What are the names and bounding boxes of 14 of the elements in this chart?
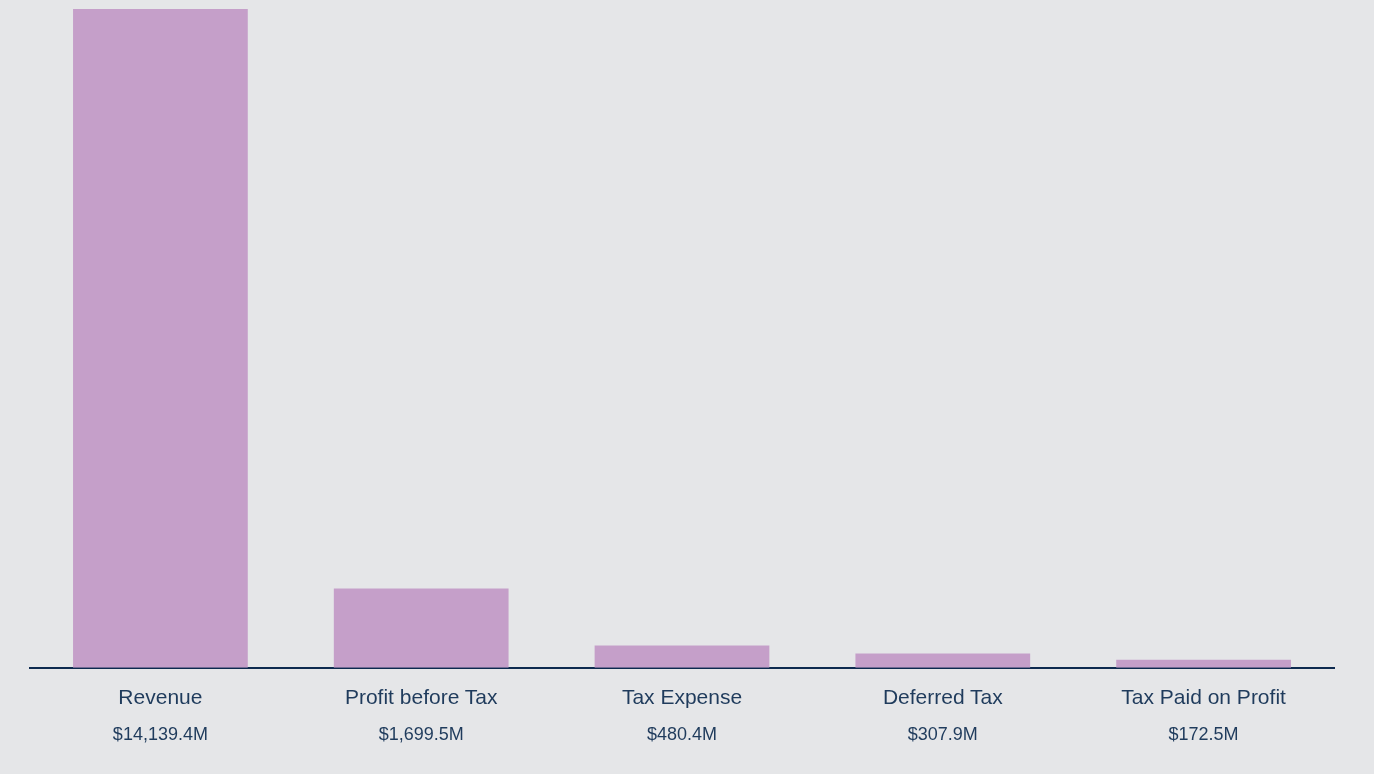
data-label: $1,699.5M	[378, 723, 464, 744]
data-label: $480.4M	[646, 723, 718, 744]
bar	[333, 588, 509, 668]
bar	[855, 653, 1031, 668]
x-tick-label: Tax Paid on Profit	[1121, 685, 1287, 709]
x-tick-label: Revenue	[118, 685, 203, 709]
data-label: $14,139.4M	[112, 723, 208, 744]
x-tick-label: Deferred Tax	[882, 685, 1004, 709]
bar	[73, 9, 248, 668]
data-label: $307.9M	[907, 723, 978, 744]
data-label: $172.5M	[1168, 723, 1239, 744]
x-tick-label: Profit before Tax	[344, 685, 498, 709]
x-tick-label: Tax Expense	[621, 685, 743, 709]
bar	[594, 645, 770, 668]
